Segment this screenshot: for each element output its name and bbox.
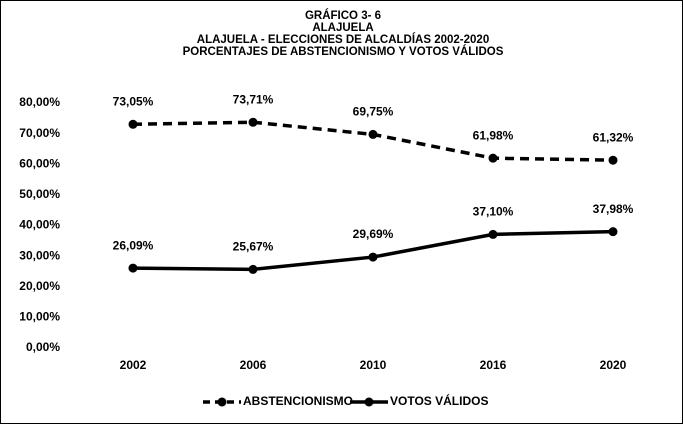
data-label: 61,32% (593, 130, 634, 144)
chart-title: GRÁFICO 3- 6 (305, 9, 381, 22)
chart-title: PORCENTAJES DE ABSTENCIONISMO Y VOTOS VÁ… (183, 45, 504, 58)
x-tick-label: 2020 (600, 358, 627, 372)
data-point (248, 117, 258, 127)
data-label: 26,09% (113, 238, 154, 252)
data-point (248, 264, 258, 274)
data-point (488, 229, 498, 239)
y-tick-label: 80,00% (19, 95, 60, 109)
legend-marker (364, 397, 374, 407)
data-label: 69,75% (353, 105, 394, 119)
data-point (488, 153, 498, 163)
y-tick-label: 60,00% (19, 156, 60, 170)
y-tick-label: 0,00% (26, 340, 60, 354)
x-tick-label: 2016 (480, 358, 507, 372)
x-tick-label: 2006 (240, 358, 267, 372)
y-tick-label: 30,00% (19, 248, 60, 262)
data-point (128, 263, 138, 273)
data-point (608, 155, 618, 165)
y-tick-label: 20,00% (19, 279, 60, 293)
y-tick-label: 50,00% (19, 187, 60, 201)
data-label: 73,05% (113, 94, 154, 108)
x-tick-label: 2002 (120, 358, 147, 372)
y-tick-label: 10,00% (19, 310, 60, 324)
data-label: 37,10% (473, 205, 514, 219)
data-label: 61,98% (473, 128, 514, 142)
data-point (368, 129, 378, 139)
data-point (128, 119, 138, 129)
data-label: 73,71% (233, 92, 274, 106)
chart-title: ALAJUELA - ELECCIONES DE ALCALDÍAS 2002-… (197, 33, 489, 46)
data-point (368, 252, 378, 262)
legend-marker (217, 397, 227, 407)
data-label: 25,67% (233, 240, 274, 254)
y-tick-label: 40,00% (19, 218, 60, 232)
x-tick-label: 2010 (360, 358, 387, 372)
data-label: 29,69% (353, 227, 394, 241)
data-point (608, 227, 618, 237)
legend-label: VOTOS VÁLIDOS (390, 393, 488, 408)
legend-label: ABSTENCIONISMO (243, 394, 353, 408)
y-tick-label: 70,00% (19, 126, 60, 140)
chart-title: ALAJUELA (312, 22, 373, 34)
data-label: 37,98% (593, 202, 634, 216)
